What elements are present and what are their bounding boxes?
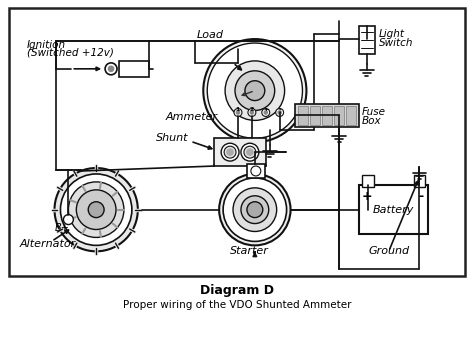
Circle shape — [250, 111, 254, 114]
Text: Load: Load — [196, 30, 223, 40]
Text: B+: B+ — [55, 222, 69, 233]
Circle shape — [207, 43, 302, 138]
Circle shape — [61, 174, 132, 245]
Circle shape — [223, 178, 287, 241]
Circle shape — [109, 66, 113, 71]
Circle shape — [245, 81, 265, 101]
Text: Switch: Switch — [379, 38, 413, 48]
Circle shape — [251, 166, 261, 176]
Text: -: - — [418, 190, 423, 203]
Circle shape — [221, 143, 239, 161]
Bar — [346, 105, 356, 125]
Circle shape — [88, 202, 104, 218]
Circle shape — [225, 61, 284, 120]
Text: Box: Box — [362, 116, 382, 126]
Text: Alternator: Alternator — [20, 239, 76, 250]
Text: Ammeter: Ammeter — [165, 113, 218, 122]
Circle shape — [203, 39, 306, 142]
Circle shape — [247, 202, 263, 218]
Bar — [294, 103, 359, 127]
Circle shape — [64, 215, 73, 224]
Circle shape — [235, 71, 275, 111]
Bar — [362, 175, 374, 187]
Text: Ground: Ground — [369, 246, 410, 256]
Circle shape — [241, 143, 259, 161]
Circle shape — [68, 182, 124, 237]
Bar — [9, 8, 465, 276]
Bar — [413, 175, 426, 187]
Bar — [334, 105, 344, 125]
Text: Fuse: Fuse — [362, 107, 386, 118]
Circle shape — [278, 111, 281, 114]
Text: Light: Light — [379, 29, 405, 39]
Circle shape — [323, 112, 331, 119]
Text: +: + — [362, 190, 372, 203]
Circle shape — [264, 111, 267, 114]
Bar — [299, 105, 309, 125]
Text: Proper wiring of the VDO Shunted Ammeter: Proper wiring of the VDO Shunted Ammeter — [123, 300, 351, 310]
Text: Starter: Starter — [230, 246, 269, 256]
Bar — [214, 138, 266, 166]
Text: Diagram D: Diagram D — [200, 283, 274, 297]
Circle shape — [76, 190, 116, 230]
Circle shape — [227, 149, 233, 155]
Circle shape — [244, 146, 256, 158]
Bar — [247, 164, 265, 178]
Circle shape — [105, 63, 117, 75]
Circle shape — [237, 111, 239, 114]
Circle shape — [347, 112, 355, 119]
Text: (Switched +12v): (Switched +12v) — [27, 48, 114, 58]
Circle shape — [219, 174, 291, 245]
Circle shape — [224, 146, 236, 158]
Circle shape — [55, 168, 138, 251]
Text: 1: 1 — [236, 107, 240, 112]
Bar — [359, 26, 375, 54]
Text: Battery: Battery — [373, 205, 414, 215]
Circle shape — [335, 112, 343, 119]
Circle shape — [234, 108, 242, 116]
Circle shape — [300, 112, 308, 119]
Circle shape — [311, 112, 319, 119]
Circle shape — [276, 108, 283, 116]
Circle shape — [241, 196, 269, 223]
Text: 2: 2 — [250, 107, 254, 112]
Bar — [359, 185, 428, 235]
Bar — [322, 105, 332, 125]
Text: Shunt: Shunt — [155, 133, 188, 143]
Circle shape — [233, 188, 277, 232]
Bar — [119, 61, 149, 77]
Text: +: + — [263, 107, 268, 112]
Circle shape — [248, 108, 256, 116]
Circle shape — [262, 108, 270, 116]
Text: Ignition: Ignition — [27, 40, 66, 50]
Bar — [310, 105, 320, 125]
Text: -: - — [278, 107, 281, 112]
Circle shape — [247, 149, 253, 155]
